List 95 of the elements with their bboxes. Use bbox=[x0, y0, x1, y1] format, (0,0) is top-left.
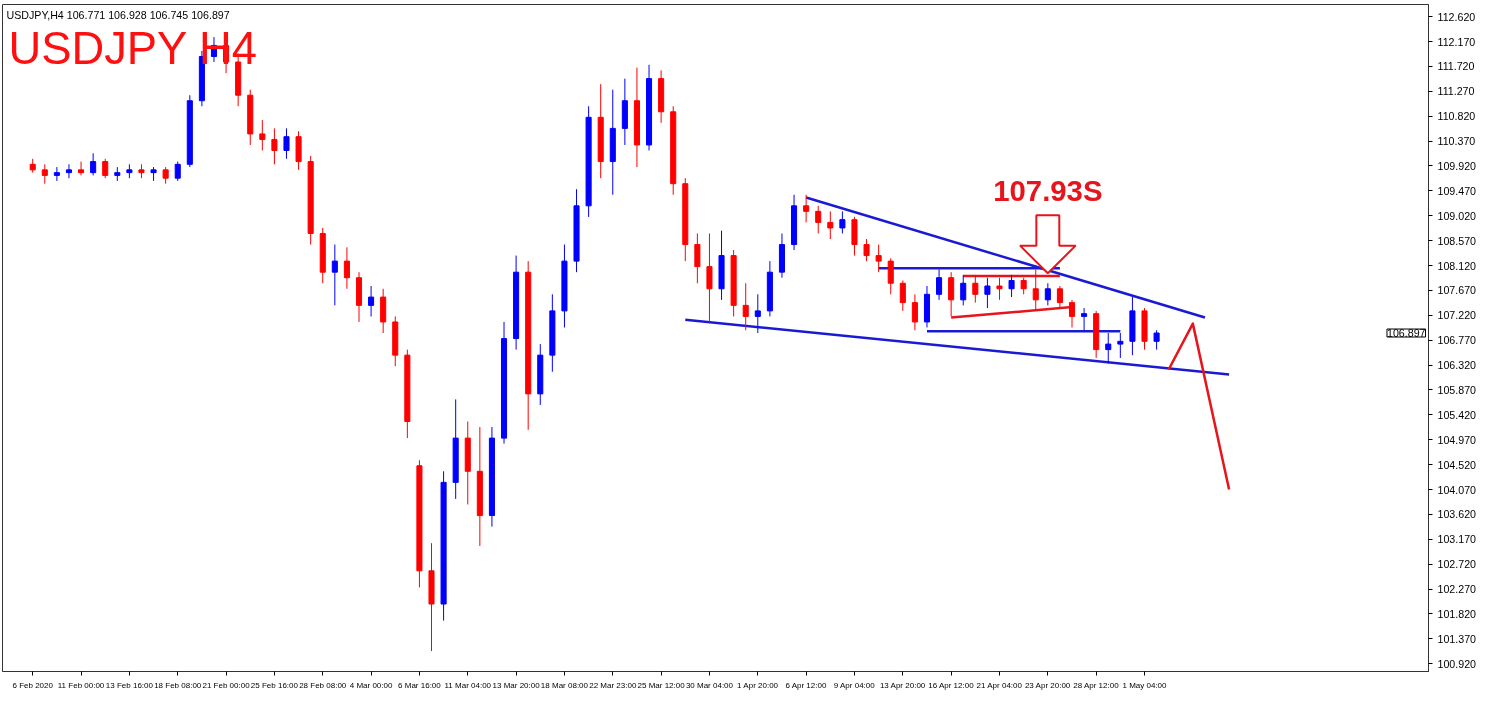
candlestick bbox=[911, 293, 918, 331]
candlestick bbox=[331, 244, 338, 306]
candlestick bbox=[41, 163, 48, 185]
candlestick bbox=[53, 166, 60, 182]
candlestick bbox=[343, 246, 350, 290]
y-tick-label: 106.770 bbox=[1437, 334, 1477, 347]
x-tick-label: 16 Apr 12:00 bbox=[928, 680, 975, 690]
candlestick bbox=[803, 194, 810, 223]
y-tick-label: 105.870 bbox=[1437, 383, 1477, 396]
candlestick bbox=[899, 279, 906, 312]
candlestick bbox=[174, 161, 181, 182]
x-tick-label: 18 Mar 08:00 bbox=[540, 680, 589, 690]
y-tick-label: 108.570 bbox=[1437, 234, 1477, 247]
candlestick bbox=[1068, 299, 1076, 328]
candlestick bbox=[1056, 285, 1063, 309]
candlestick bbox=[78, 161, 85, 176]
candlestick bbox=[863, 238, 870, 262]
x-tick-label: 25 Feb 16:00 bbox=[250, 680, 299, 690]
candlestick bbox=[1105, 332, 1112, 364]
y-tick-label: 110.820 bbox=[1437, 110, 1476, 123]
y-tick-label: 109.470 bbox=[1437, 184, 1477, 197]
candlestick bbox=[827, 210, 834, 240]
candlestick bbox=[960, 274, 967, 306]
x-tick-label: 9 Apr 04:00 bbox=[833, 680, 876, 690]
y-tick-label: 110.370 bbox=[1437, 135, 1476, 148]
candlestick bbox=[875, 244, 882, 273]
candlestick bbox=[90, 152, 97, 176]
y-tick-label: 104.520 bbox=[1437, 458, 1477, 471]
y-tick-label: 101.370 bbox=[1437, 632, 1477, 645]
x-tick-label: 4 Mar 00:00 bbox=[349, 680, 393, 690]
x-tick-label: 30 Mar 04:00 bbox=[685, 680, 734, 690]
x-tick-label: 28 Feb 08:00 bbox=[299, 680, 347, 690]
x-tick-label: 11 Mar 04:00 bbox=[444, 680, 492, 690]
y-tick-label: 105.420 bbox=[1437, 408, 1477, 421]
y-tick-label: 103.620 bbox=[1437, 508, 1477, 521]
candlestick bbox=[65, 163, 72, 179]
candlestick bbox=[368, 285, 375, 317]
candlestick bbox=[936, 268, 943, 301]
annotation: 107.93S bbox=[993, 174, 1103, 208]
y-tick-label: 100.920 bbox=[1437, 657, 1477, 670]
candlestick bbox=[271, 127, 278, 165]
x-tick-label: 1 May 04:00 bbox=[1122, 680, 1168, 690]
candlestick bbox=[815, 205, 822, 234]
chart-subtitle: USDJPY,H4 106.771 106.928 106.745 106.897 bbox=[6, 8, 230, 21]
candlestick bbox=[984, 277, 991, 309]
y-tick-label: 103.170 bbox=[1437, 533, 1477, 546]
y-tick-label: 107.670 bbox=[1437, 284, 1477, 297]
y-tick-label: 101.820 bbox=[1437, 607, 1477, 620]
candlestick bbox=[948, 271, 955, 317]
candlestick bbox=[283, 127, 290, 160]
x-tick-label: 22 Mar 23:00 bbox=[589, 680, 637, 690]
x-tick-label: 6 Feb 2020 bbox=[12, 680, 54, 690]
x-tick-label: 13 Feb 16:00 bbox=[105, 680, 154, 690]
x-tick-label: 28 Apr 12:00 bbox=[1073, 680, 1120, 690]
x-tick-label: 13 Apr 20:00 bbox=[879, 680, 926, 690]
y-tick-label: 108.120 bbox=[1437, 259, 1477, 272]
x-tick-label: 21 Feb 00:00 bbox=[202, 680, 251, 690]
x-tick-label: 13 Mar 20:00 bbox=[492, 680, 541, 690]
candlestick bbox=[972, 274, 979, 304]
y-tick-label: 111.720 bbox=[1437, 60, 1475, 73]
y-tick-label: 109.020 bbox=[1437, 209, 1477, 222]
y-tick-label: 112.620 bbox=[1437, 10, 1476, 23]
candlestick bbox=[996, 277, 1003, 301]
y-tick-label: 102.720 bbox=[1437, 558, 1477, 571]
candlestick bbox=[1081, 307, 1088, 331]
candlestick bbox=[887, 257, 894, 295]
y-tick-label: 104.070 bbox=[1437, 483, 1477, 496]
y-tick-label: 102.270 bbox=[1437, 583, 1477, 596]
y-tick-label: 106.320 bbox=[1437, 359, 1477, 372]
x-tick-label: 25 Mar 12:00 bbox=[637, 680, 686, 690]
y-tick-label: 112.170 bbox=[1437, 35, 1476, 48]
x-tick-label: 6 Apr 12:00 bbox=[785, 680, 827, 690]
candlestick bbox=[1044, 282, 1051, 306]
candlestick bbox=[259, 119, 266, 152]
y-tick-label: 109.920 bbox=[1437, 160, 1477, 172]
candlestick bbox=[1153, 329, 1160, 351]
x-tick-label: 6 Mar 16:00 bbox=[398, 680, 442, 690]
candlestick bbox=[102, 158, 109, 179]
x-tick-label: 23 Apr 20:00 bbox=[1024, 680, 1071, 690]
candlestick bbox=[839, 210, 846, 234]
y-tick-label: 104.970 bbox=[1437, 433, 1477, 446]
candlestick bbox=[706, 232, 713, 323]
y-tick-label: 111.270 bbox=[1437, 85, 1475, 98]
candlestick bbox=[694, 232, 701, 284]
x-tick-label: 11 Feb 00:00 bbox=[57, 680, 105, 690]
candlestick bbox=[1032, 268, 1039, 312]
y-tick-label: 107.220 bbox=[1437, 309, 1477, 322]
x-tick-label: 21 Apr 04:00 bbox=[976, 680, 1023, 690]
x-tick-label: 1 Apr 20:00 bbox=[737, 680, 779, 690]
candlestick bbox=[754, 293, 761, 334]
annotation: 106.897 bbox=[1386, 327, 1426, 340]
x-tick-label: 18 Feb 08:00 bbox=[154, 680, 202, 690]
candlestick bbox=[1117, 332, 1124, 359]
candlestick bbox=[742, 282, 749, 331]
candlestick bbox=[1008, 274, 1015, 298]
